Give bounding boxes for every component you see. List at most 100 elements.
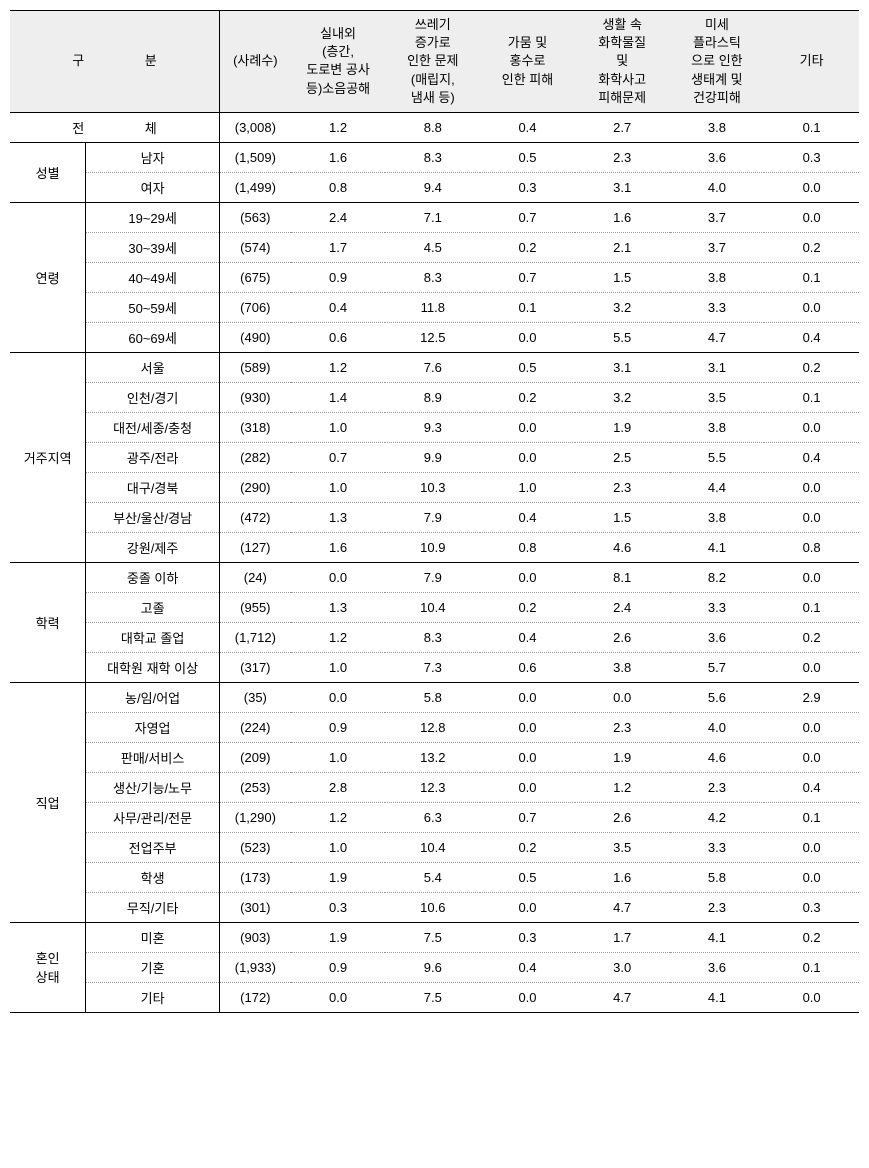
cases-cell: (490) <box>219 322 290 352</box>
data-cell: 0.0 <box>575 682 670 712</box>
cases-cell: (253) <box>219 772 290 802</box>
total-jeon: 전 <box>72 118 84 137</box>
data-cell: 0.0 <box>764 172 859 202</box>
sub-label: 강원/제주 <box>86 532 220 562</box>
data-cell: 1.3 <box>291 592 386 622</box>
cases-cell: (173) <box>219 862 290 892</box>
cases-cell: (1,499) <box>219 172 290 202</box>
table-row: 50~59세(706)0.411.80.13.23.30.0 <box>10 292 859 322</box>
data-cell: 0.6 <box>291 322 386 352</box>
data-cell: 8.2 <box>670 562 765 592</box>
data-cell: 0.4 <box>764 442 859 472</box>
header-col2: 쓰레기 증가로 인한 문제 (매립지, 냄새 등) <box>385 11 480 113</box>
sub-label: 남자 <box>86 142 220 172</box>
data-cell: 2.3 <box>575 472 670 502</box>
cases-cell: (127) <box>219 532 290 562</box>
sub-label: 50~59세 <box>86 292 220 322</box>
table-row: 대학교 졸업(1,712)1.28.30.42.63.60.2 <box>10 622 859 652</box>
data-cell: 0.4 <box>291 292 386 322</box>
sub-label: 60~69세 <box>86 322 220 352</box>
sub-label: 대전/세종/충청 <box>86 412 220 442</box>
header-bun: 분 <box>145 52 157 70</box>
table-row: 무직/기타(301)0.310.60.04.72.30.3 <box>10 892 859 922</box>
data-cell: 5.8 <box>385 682 480 712</box>
data-cell: 4.1 <box>670 532 765 562</box>
data-cell: 0.1 <box>764 262 859 292</box>
sub-label: 학생 <box>86 862 220 892</box>
data-cell: 0.2 <box>480 382 575 412</box>
data-cell: 0.0 <box>764 742 859 772</box>
data-cell: 3.5 <box>670 382 765 412</box>
data-cell: 0.4 <box>764 322 859 352</box>
data-cell: 1.5 <box>575 502 670 532</box>
data-cell: 0.5 <box>480 142 575 172</box>
cases-cell: (930) <box>219 382 290 412</box>
data-cell: 0.7 <box>291 442 386 472</box>
sub-label: 기타 <box>86 982 220 1012</box>
cases-cell: (318) <box>219 412 290 442</box>
data-cell: 2.6 <box>575 622 670 652</box>
data-cell: 7.6 <box>385 352 480 382</box>
data-cell: 0.2 <box>764 922 859 952</box>
data-cell: 12.3 <box>385 772 480 802</box>
data-cell: 8.3 <box>385 622 480 652</box>
data-cell: 2.4 <box>291 202 386 232</box>
data-cell: 8.3 <box>385 262 480 292</box>
cases-cell: (1,509) <box>219 142 290 172</box>
data-cell: 8.1 <box>575 562 670 592</box>
data-cell: 0.5 <box>480 352 575 382</box>
table-row: 학력중졸 이하(24)0.07.90.08.18.20.0 <box>10 562 859 592</box>
table-row: 30~39세(574)1.74.50.22.13.70.2 <box>10 232 859 262</box>
table-row: 혼인 상태미혼(903)1.97.50.31.74.10.2 <box>10 922 859 952</box>
cases-cell: (172) <box>219 982 290 1012</box>
data-cell: 0.7 <box>480 202 575 232</box>
data-cell: 1.2 <box>291 622 386 652</box>
data-cell: 0.1 <box>764 592 859 622</box>
table-row: 자영업(224)0.912.80.02.34.00.0 <box>10 712 859 742</box>
data-cell: 0.7 <box>480 802 575 832</box>
data-cell: 0.8 <box>291 172 386 202</box>
sub-label: 생산/기능/노무 <box>86 772 220 802</box>
data-cell: 0.3 <box>291 892 386 922</box>
table-row: 사무/관리/전문(1,290)1.26.30.72.64.20.1 <box>10 802 859 832</box>
sub-label: 인천/경기 <box>86 382 220 412</box>
table-row: 직업농/임/어업(35)0.05.80.00.05.62.9 <box>10 682 859 712</box>
data-cell: 1.9 <box>575 412 670 442</box>
table-row: 대전/세종/충청(318)1.09.30.01.93.80.0 <box>10 412 859 442</box>
data-cell: 0.4 <box>480 952 575 982</box>
data-cell: 0.0 <box>480 982 575 1012</box>
data-cell: 0.9 <box>291 262 386 292</box>
data-cell: 1.6 <box>575 862 670 892</box>
data-cell: 7.9 <box>385 502 480 532</box>
group-label: 학력 <box>10 562 86 682</box>
table-row: 60~69세(490)0.612.50.05.54.70.4 <box>10 322 859 352</box>
data-cell: 0.0 <box>764 472 859 502</box>
data-cell: 1.3 <box>291 502 386 532</box>
data-cell: 3.1 <box>575 352 670 382</box>
table-row: 기혼(1,933)0.99.60.43.03.60.1 <box>10 952 859 982</box>
data-cell: 6.3 <box>385 802 480 832</box>
sub-label: 부산/울산/경남 <box>86 502 220 532</box>
data-cell: 11.8 <box>385 292 480 322</box>
data-cell: 0.0 <box>480 412 575 442</box>
data-cell: 3.7 <box>670 202 765 232</box>
data-cell: 1.2 <box>575 772 670 802</box>
table-row: 학생(173)1.95.40.51.65.80.0 <box>10 862 859 892</box>
data-cell: 0.4 <box>480 502 575 532</box>
sub-label: 광주/전라 <box>86 442 220 472</box>
data-cell: 4.2 <box>670 802 765 832</box>
header-col5: 미세 플라스틱 으로 인한 생태계 및 건강피해 <box>670 11 765 113</box>
data-cell: 12.8 <box>385 712 480 742</box>
data-cell: 0.8 <box>480 532 575 562</box>
cases-cell: (1,712) <box>219 622 290 652</box>
data-cell: 0.0 <box>291 982 386 1012</box>
sub-label: 30~39세 <box>86 232 220 262</box>
table-row: 여자(1,499)0.89.40.33.14.00.0 <box>10 172 859 202</box>
data-cell: 7.3 <box>385 652 480 682</box>
table-row: 부산/울산/경남(472)1.37.90.41.53.80.0 <box>10 502 859 532</box>
data-cell: 8.9 <box>385 382 480 412</box>
data-cell: 3.1 <box>575 172 670 202</box>
cases-cell: (35) <box>219 682 290 712</box>
data-cell: 3.8 <box>670 412 765 442</box>
data-cell: 1.5 <box>575 262 670 292</box>
